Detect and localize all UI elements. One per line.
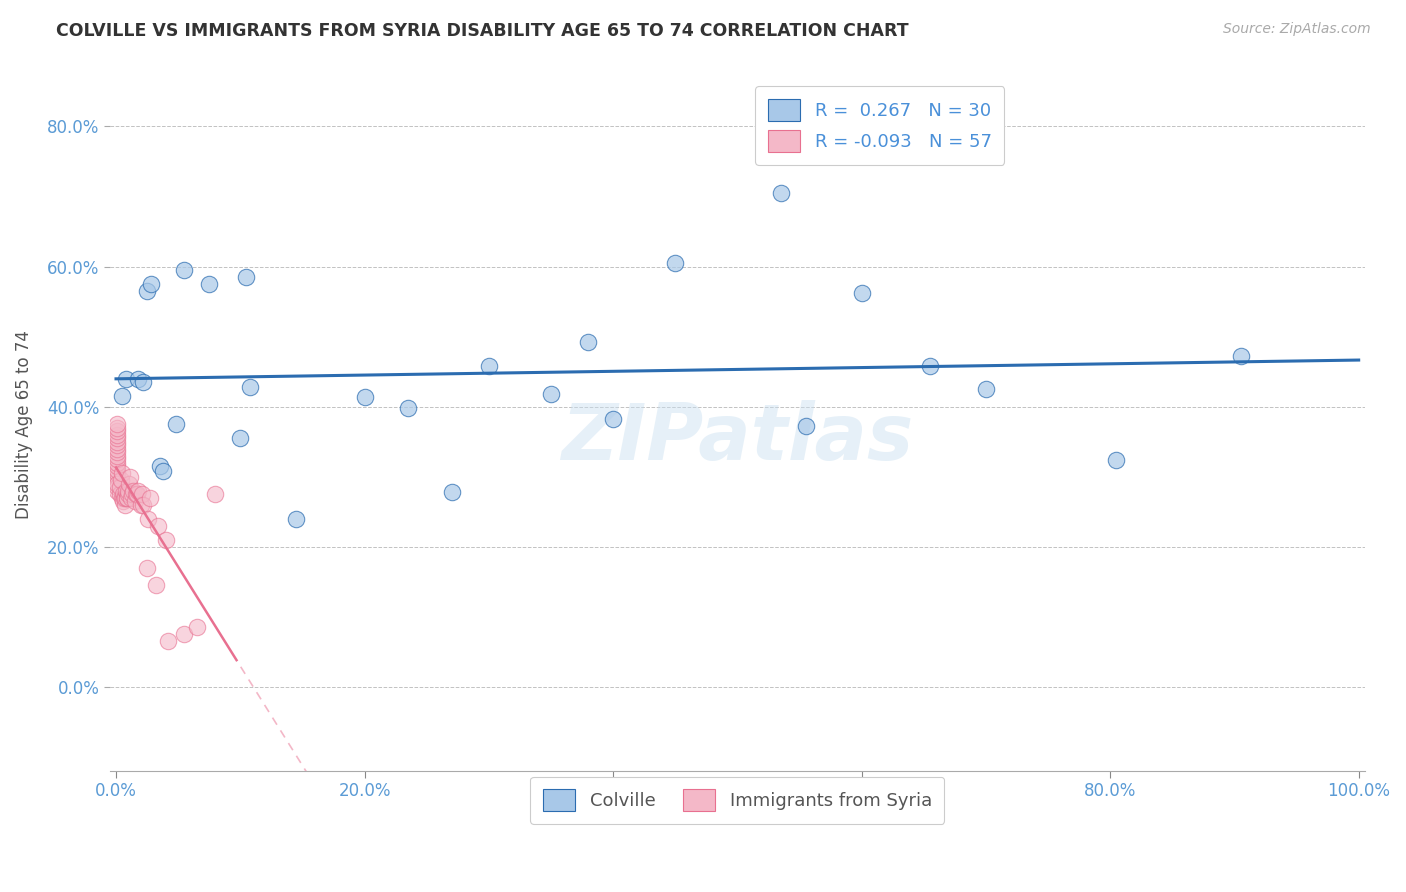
Point: [974, 382, 997, 396]
Text: COLVILLE VS IMMIGRANTS FROM SYRIA DISABILITY AGE 65 TO 74 CORRELATION CHART: COLVILLE VS IMMIGRANTS FROM SYRIA DISABI…: [56, 22, 908, 40]
Point: [114, 498, 136, 512]
Text: ZIPatlas: ZIPatlas: [561, 400, 914, 476]
Point: [105, 431, 128, 445]
Point: [115, 491, 138, 505]
Point: [117, 487, 139, 501]
Point: [115, 371, 138, 385]
Point: [1229, 349, 1251, 363]
Point: [110, 466, 132, 480]
Point: [851, 286, 873, 301]
Point: [918, 359, 941, 373]
Point: [129, 498, 152, 512]
Point: [229, 431, 252, 445]
Point: [105, 476, 128, 491]
Point: [105, 417, 128, 431]
Point: [105, 473, 128, 487]
Point: [117, 483, 139, 498]
Point: [136, 511, 159, 525]
Point: [478, 359, 501, 373]
Point: [136, 284, 159, 298]
Point: [105, 466, 128, 480]
Point: [152, 464, 174, 478]
Point: [105, 449, 128, 463]
Point: [155, 533, 177, 547]
Point: [105, 480, 128, 494]
Point: [602, 412, 624, 426]
Point: [127, 371, 149, 385]
Point: [105, 420, 128, 434]
Point: [115, 483, 138, 498]
Point: [198, 277, 221, 291]
Point: [139, 277, 162, 291]
Point: [186, 620, 208, 634]
Point: [148, 459, 170, 474]
Point: [239, 380, 262, 394]
Point: [1105, 453, 1128, 467]
Point: [105, 469, 128, 483]
Point: [112, 491, 135, 505]
Point: [132, 498, 155, 512]
Point: [124, 494, 146, 508]
Point: [396, 401, 419, 415]
Legend: Colville, Immigrants from Syria: Colville, Immigrants from Syria: [530, 777, 945, 824]
Point: [664, 256, 686, 270]
Point: [138, 491, 160, 505]
Point: [204, 487, 226, 501]
Point: [105, 424, 128, 438]
Point: [118, 469, 141, 483]
Point: [145, 578, 167, 592]
Point: [127, 483, 149, 498]
Point: [122, 483, 145, 498]
Point: [110, 473, 132, 487]
Point: [120, 491, 142, 505]
Point: [105, 438, 128, 452]
Point: [105, 462, 128, 476]
Point: [136, 560, 159, 574]
Point: [285, 511, 308, 525]
Point: [165, 417, 187, 431]
Point: [105, 427, 128, 442]
Point: [576, 335, 599, 350]
Point: [111, 491, 134, 505]
Point: [125, 487, 148, 501]
Point: [105, 456, 128, 470]
Point: [127, 487, 149, 501]
Y-axis label: Disability Age 65 to 74: Disability Age 65 to 74: [15, 330, 32, 518]
Point: [114, 491, 136, 505]
Point: [105, 442, 128, 456]
Text: Source: ZipAtlas.com: Source: ZipAtlas.com: [1223, 22, 1371, 37]
Point: [115, 491, 138, 505]
Point: [157, 634, 180, 648]
Point: [105, 452, 128, 467]
Point: [440, 485, 463, 500]
Point: [540, 387, 562, 401]
Point: [118, 476, 141, 491]
Point: [105, 445, 128, 459]
Point: [148, 518, 170, 533]
Point: [105, 459, 128, 474]
Point: [108, 487, 131, 501]
Point: [131, 487, 153, 501]
Point: [173, 263, 195, 277]
Point: [121, 487, 143, 501]
Point: [235, 270, 257, 285]
Point: [105, 483, 128, 498]
Point: [112, 494, 135, 508]
Point: [132, 375, 155, 389]
Point: [173, 627, 195, 641]
Point: [111, 389, 134, 403]
Point: [794, 419, 817, 434]
Point: [353, 391, 375, 405]
Point: [105, 434, 128, 449]
Point: [110, 480, 132, 494]
Point: [769, 186, 792, 200]
Point: [111, 487, 134, 501]
